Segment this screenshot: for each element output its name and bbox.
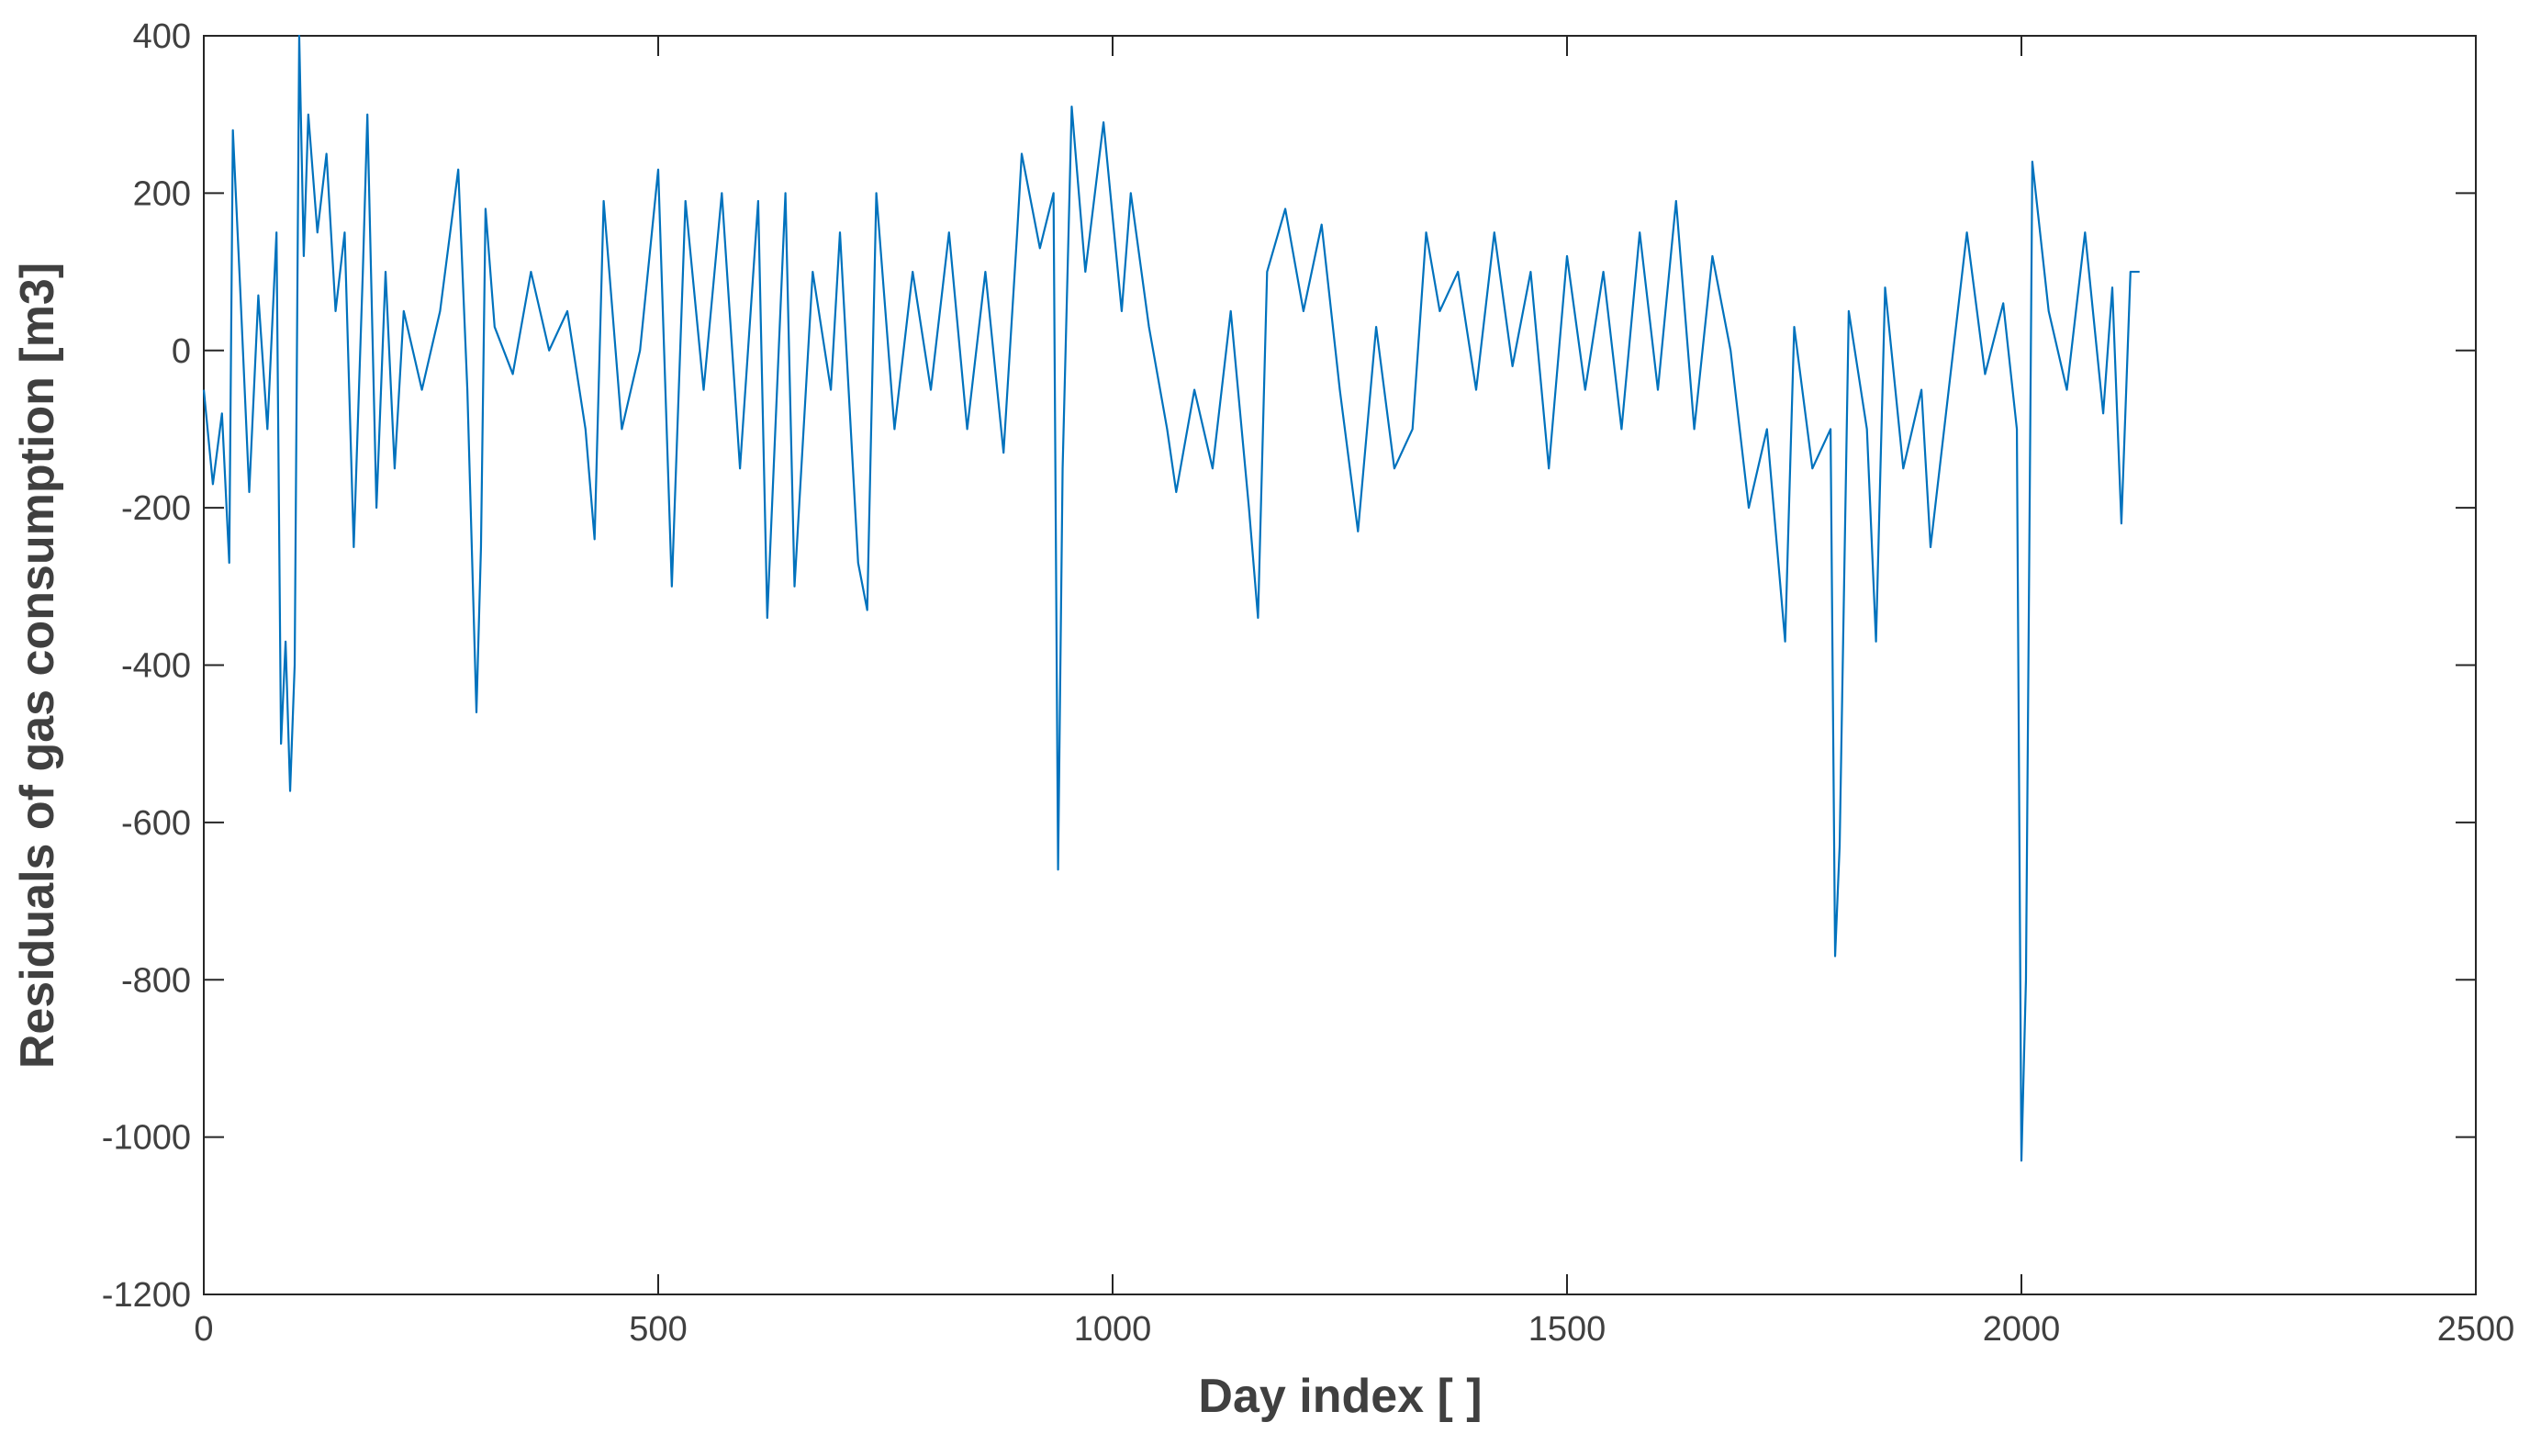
y-tick-label: -200 (121, 489, 191, 528)
x-tick-label: 0 (194, 1310, 213, 1349)
y-tick-label: -600 (121, 804, 191, 843)
y-tick-label: -1200 (102, 1276, 191, 1315)
x-tick-label: 1500 (1528, 1310, 1606, 1349)
plot-frame (203, 35, 2477, 1295)
y-tick-label: -1000 (102, 1119, 191, 1158)
data-line (202, 34, 2140, 1162)
x-tick-label: 2000 (1983, 1310, 2061, 1349)
y-tick-label: 200 (133, 174, 191, 213)
y-axis-label: Residuals of gas consumption [m3] (11, 263, 64, 1069)
x-axis-label: Day index [ ] (1198, 1370, 1482, 1423)
y-tick-label: -800 (121, 961, 191, 1000)
y-tick-label: 400 (133, 17, 191, 56)
y-tick-label: 0 (172, 332, 191, 371)
x-tick-label: 500 (629, 1310, 687, 1349)
x-tick-label: 1000 (1074, 1310, 1152, 1349)
y-tick-label: -400 (121, 647, 191, 686)
x-tick-label: 2500 (2437, 1310, 2515, 1349)
